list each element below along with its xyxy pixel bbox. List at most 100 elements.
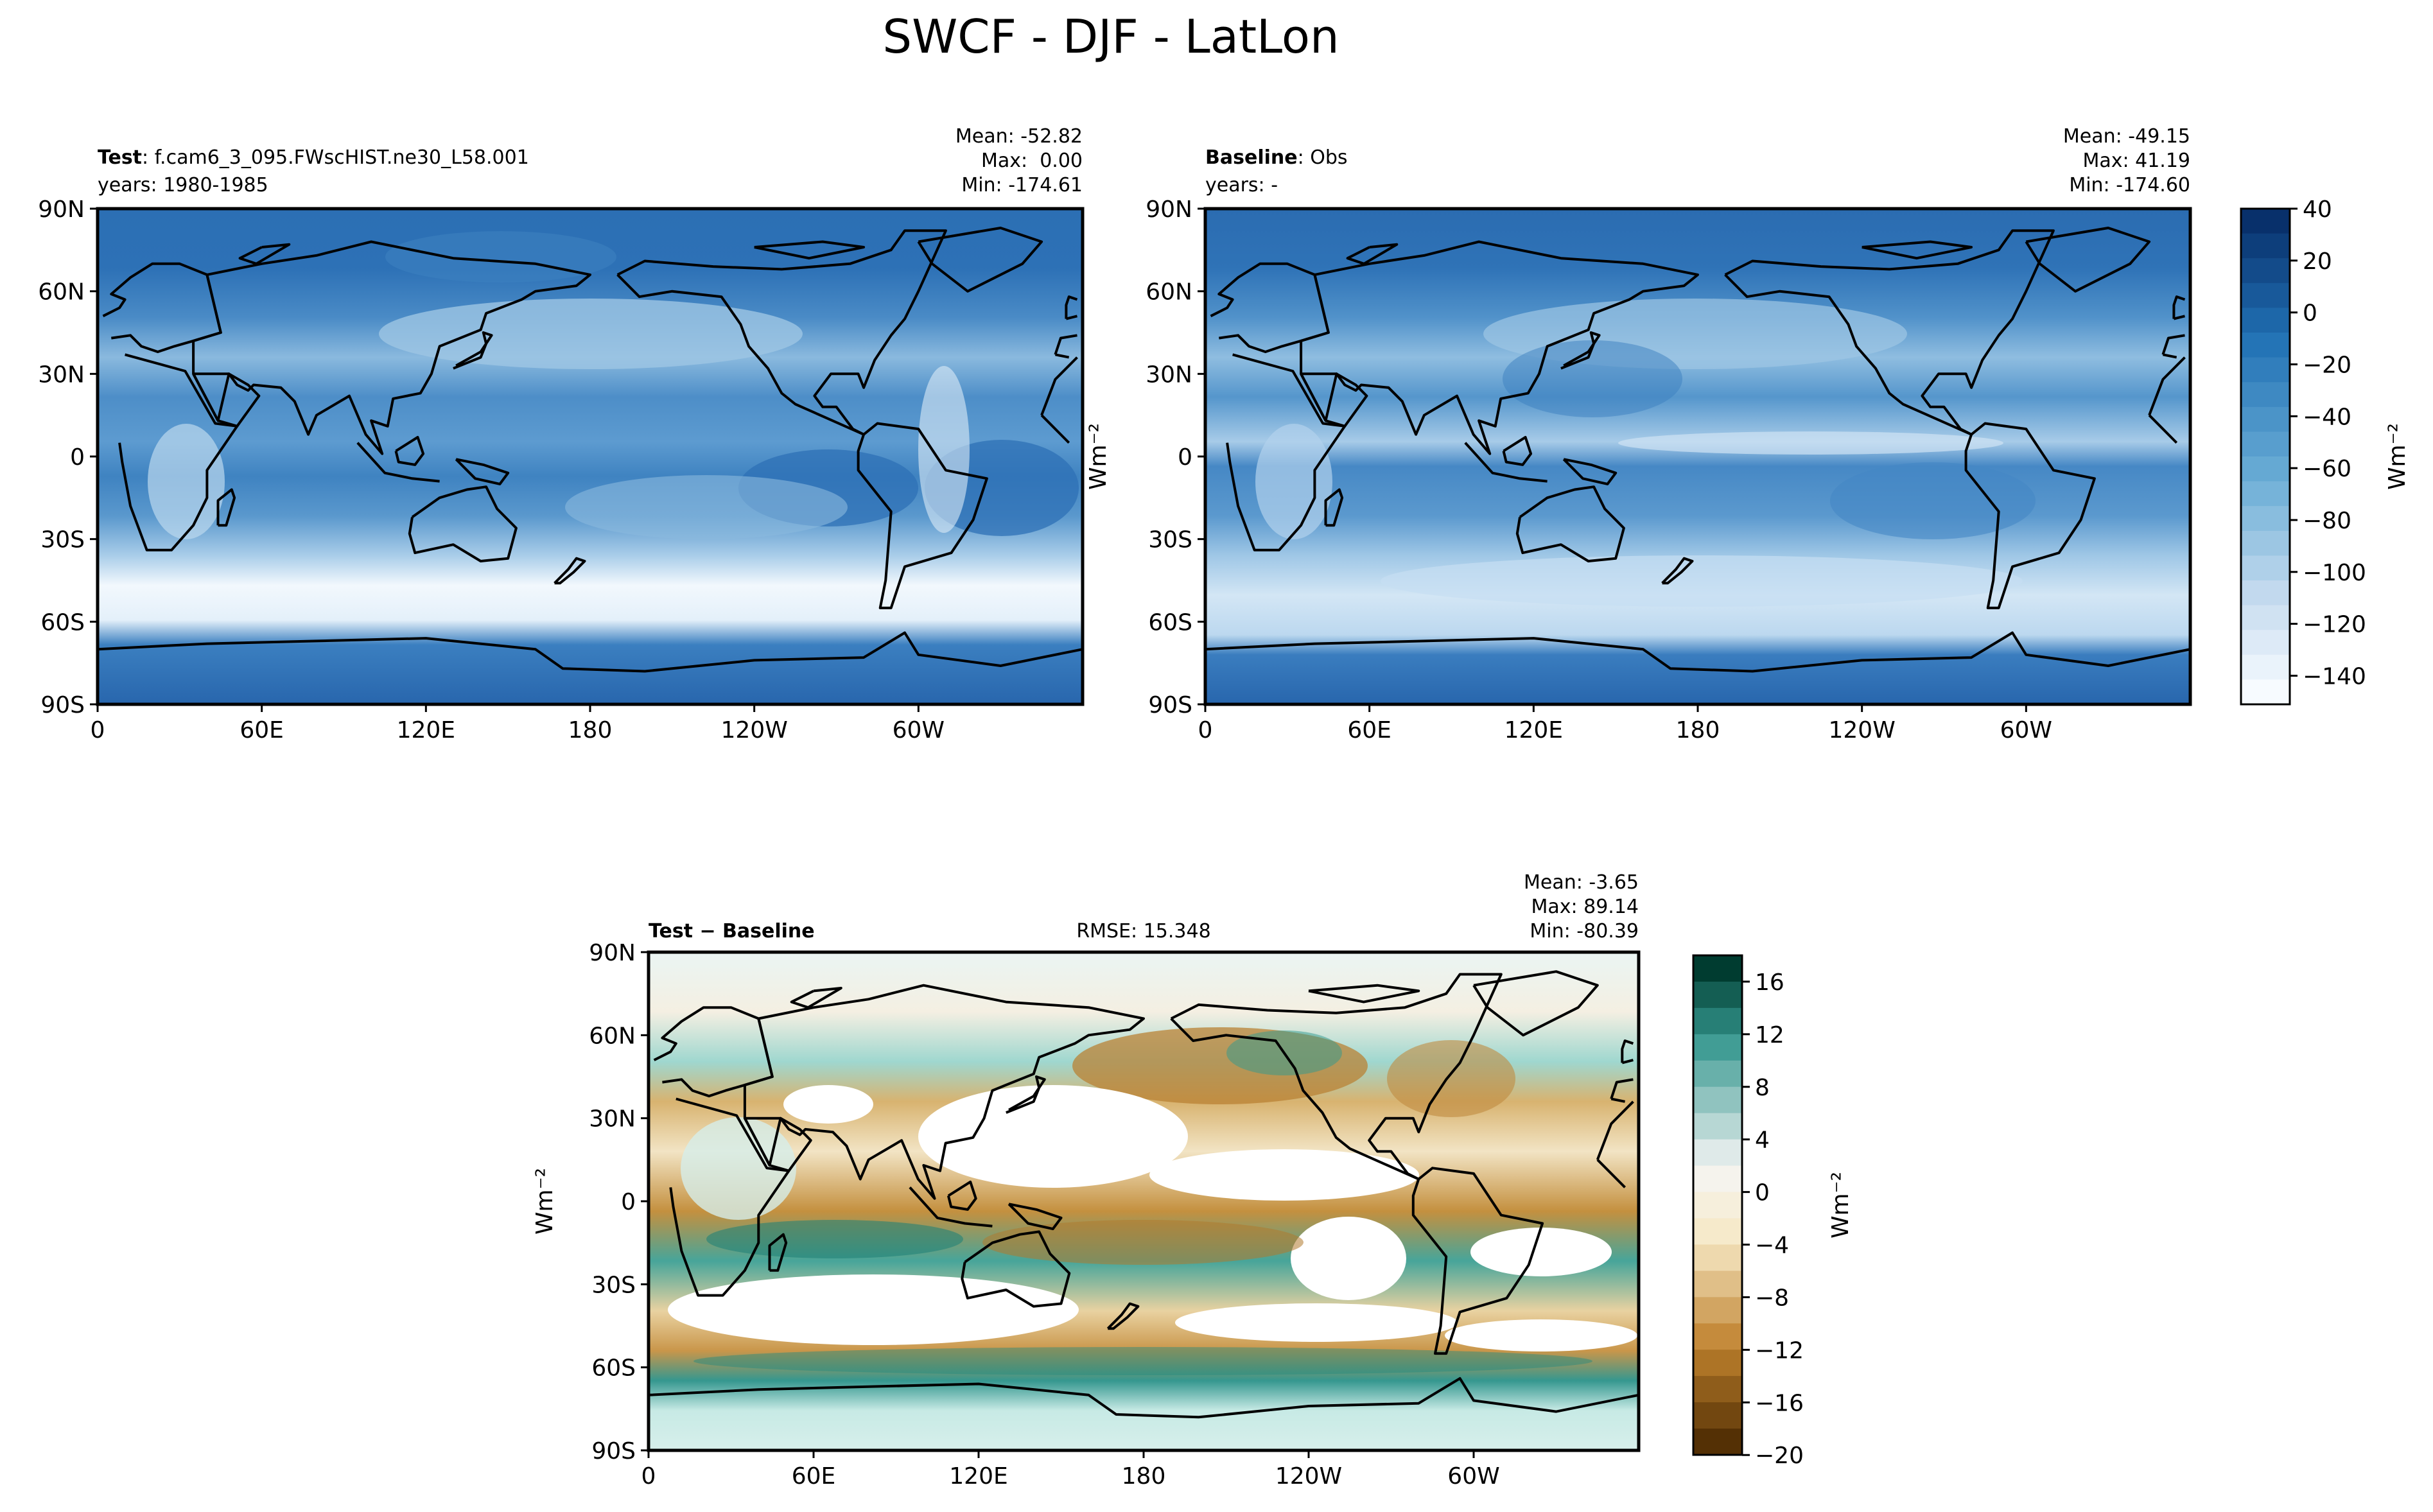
colorbar-tick-label: −120 xyxy=(2303,612,2366,638)
lat-tick-label: 30S xyxy=(40,527,85,553)
diff-colorbar-ticks: 16 12 8 4 0 −4 −8 −12 −16 −20 xyxy=(1742,969,1804,1469)
coastline xyxy=(754,240,866,260)
colorbar-swatch xyxy=(2241,580,2290,606)
test-feature xyxy=(918,366,970,533)
lat-tick-label: 90S xyxy=(591,1438,636,1464)
colorbar-swatch xyxy=(1693,1429,1742,1456)
coastline xyxy=(216,488,236,527)
coastline xyxy=(1472,970,1599,1037)
colorbar-swatch xyxy=(1693,1192,1742,1219)
coastline xyxy=(857,422,988,609)
coastline xyxy=(1308,984,1420,1004)
lat-tick-label: 90N xyxy=(38,196,85,223)
lat-tick-label: 30S xyxy=(591,1272,636,1298)
diff-colorbar-frame xyxy=(1692,954,1743,1456)
lat-tick-label: 90S xyxy=(40,692,85,718)
colorbar-tick-label: 0 xyxy=(1755,1180,1770,1206)
colorbar-tick-label: −140 xyxy=(2303,663,2366,690)
colorbar-swatch xyxy=(1693,1165,1742,1193)
colorbar-swatch xyxy=(1693,1323,1742,1351)
colorbar-swatch xyxy=(1693,1350,1742,1377)
lat-tick-label: 60S xyxy=(40,609,85,636)
colorbar-tick-label: −12 xyxy=(1755,1337,1804,1364)
test-map xyxy=(98,209,1083,704)
diff-feature xyxy=(918,1085,1188,1188)
diff-lon-axis: 0 60E 120E 180 120W 60W xyxy=(641,1450,1500,1490)
test-coastlines xyxy=(98,227,1083,673)
coastline xyxy=(192,240,591,455)
coastline xyxy=(1464,442,1548,483)
lat-tick-label: 30N xyxy=(1146,361,1192,388)
colorbar-swatch xyxy=(2241,555,2290,581)
baseline-mean: Mean: -49.15 xyxy=(2063,125,2190,148)
coastline xyxy=(554,557,586,585)
coastline xyxy=(1065,295,1078,320)
lat-tick-label: 60S xyxy=(1148,609,1192,636)
diff-feature xyxy=(1470,1228,1612,1276)
test-label-bold: Test xyxy=(98,146,142,169)
baseline-feature xyxy=(1618,431,2003,455)
colorbar-tick-label: 20 xyxy=(2303,248,2332,275)
baseline-years: years: - xyxy=(1205,174,1278,196)
coastline xyxy=(453,331,493,370)
colorbar-swatch xyxy=(1693,1402,1742,1430)
test-lat-axis: 90N 60N 30N 0 30S 60S 90S xyxy=(38,196,98,718)
colorbar-tick-label: 16 xyxy=(1755,969,1784,996)
colorbar-swatch xyxy=(2241,654,2290,681)
lon-tick-label: 0 xyxy=(641,1463,656,1490)
diff-feature xyxy=(693,1347,1592,1375)
diff-map xyxy=(649,952,1639,1450)
baseline-label-rest: : Obs xyxy=(1298,146,1348,169)
baseline-lon-axis: 0 60E 120E 180 120W 60W xyxy=(1198,704,2052,743)
main-colorbar-ticks: 40 20 0 −20 −40 −60 −80 −100 −120 −140 xyxy=(2290,196,2366,690)
colorbar-swatch xyxy=(1693,1113,1742,1140)
diff-colorbar: 16 12 8 4 0 −4 −8 −12 −16 −20 Wm⁻² xyxy=(1692,954,1854,1469)
figure-title: SWCF - DJF - LatLon xyxy=(882,10,1339,64)
coastline xyxy=(909,1186,993,1228)
lon-tick-label: 60W xyxy=(2000,717,2052,743)
colorbar-tick-label: 0 xyxy=(2303,300,2317,327)
coastline xyxy=(1515,485,1625,562)
lon-tick-label: 0 xyxy=(1198,717,1213,743)
lat-tick-label: 30S xyxy=(1148,527,1192,553)
test-feature xyxy=(565,475,848,539)
lat-tick-label: 90N xyxy=(1146,196,1192,223)
lat-tick-label: 90S xyxy=(1148,692,1192,718)
lon-tick-label: 0 xyxy=(91,717,105,743)
baseline-feature xyxy=(1255,424,1332,539)
colorbar-swatch xyxy=(2241,357,2290,383)
diff-lat-axis: 90N 60N 30N 0 30S 60S 90S xyxy=(589,940,649,1464)
coastline xyxy=(744,1117,812,1172)
lon-tick-label: 60W xyxy=(1447,1463,1499,1490)
coastline xyxy=(1862,240,1973,260)
colorbar-swatch xyxy=(1693,1139,1742,1167)
coastline xyxy=(1502,436,1533,466)
colorbar-tick-label: −60 xyxy=(2303,456,2351,482)
lon-tick-label: 120E xyxy=(1504,717,1563,743)
baseline-min: Min: -174.60 xyxy=(2069,174,2190,196)
coastline xyxy=(616,229,947,436)
main-colorbar-swatches xyxy=(2241,209,2290,705)
lon-tick-label: 60E xyxy=(792,1463,836,1490)
colorbar-swatch xyxy=(2241,431,2290,457)
coastline xyxy=(669,1097,1634,1297)
coastline xyxy=(1964,422,2096,609)
colorbar-swatch xyxy=(2241,258,2290,284)
diff-min: Min: -80.39 xyxy=(1530,920,1639,943)
lat-tick-label: 30N xyxy=(589,1106,636,1133)
diff-label: Test − Baseline xyxy=(649,920,815,943)
test-min: Min: -174.61 xyxy=(961,174,1083,196)
diff-feature xyxy=(668,1274,1079,1345)
colorbar-swatch xyxy=(2241,282,2290,309)
diff-ylabel: Wm⁻² xyxy=(532,1168,558,1235)
coastline xyxy=(1724,229,2055,436)
coastline xyxy=(917,227,1043,293)
coastline xyxy=(649,1377,1639,1419)
coastline xyxy=(1170,973,1503,1181)
coastline xyxy=(1411,1167,1544,1355)
colorbar-swatch xyxy=(2241,308,2290,333)
colorbar-swatch xyxy=(2241,630,2290,656)
baseline-map-features xyxy=(1255,299,2036,607)
coastline xyxy=(118,353,1078,552)
colorbar-swatch xyxy=(2241,233,2290,259)
